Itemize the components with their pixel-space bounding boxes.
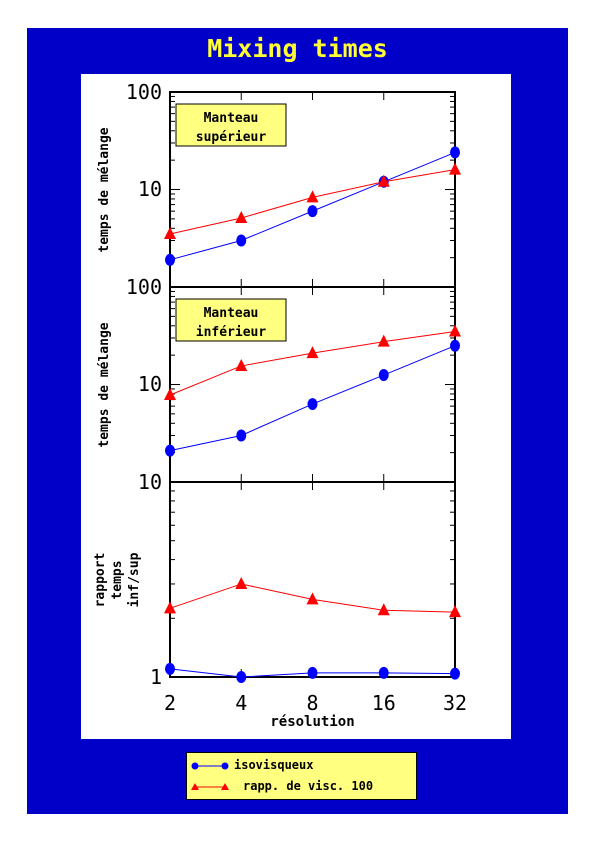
data-point-visc	[449, 605, 461, 618]
y-tick-label: 1	[150, 665, 162, 689]
data-point-visc	[377, 603, 390, 616]
annotation-top-line: supérieur	[196, 130, 267, 145]
data-point-visc	[306, 592, 319, 605]
data-point-iso	[165, 253, 175, 266]
data-point-iso	[378, 369, 389, 382]
data-point-visc	[235, 358, 248, 371]
annotation-top-line: Manteau	[204, 111, 259, 126]
y-tick-label: 10	[138, 470, 162, 494]
legend-marker-iso-end	[221, 762, 229, 770]
data-point-iso	[450, 146, 460, 159]
legend-markers	[191, 762, 229, 790]
annotation-middle-line: Manteau	[204, 306, 259, 321]
y-axis-label-bottom: rapport	[93, 553, 108, 608]
data-point-visc	[306, 346, 319, 359]
legend-label-visc: rapp. de visc. 100	[243, 779, 374, 793]
annotation-top-box	[175, 103, 287, 147]
data-point-iso	[307, 398, 318, 411]
x-tick-label: 16	[372, 691, 396, 715]
chart-title: Mixing times	[207, 34, 388, 63]
data-point-visc	[164, 601, 176, 614]
data-point-visc	[377, 174, 390, 187]
y-axis-label-middle: temps de mélange	[97, 322, 112, 447]
plot-area	[81, 74, 511, 739]
data-point-iso	[236, 429, 247, 442]
x-tick-label: 32	[443, 691, 467, 715]
legend-label-iso: isovisqueux	[234, 758, 314, 772]
data-point-visc	[449, 162, 461, 175]
x-tick-label: 2	[164, 691, 176, 715]
y-axis-label-bottom: temps	[110, 560, 125, 599]
data-point-iso	[307, 205, 318, 218]
x-tick-label: 8	[306, 691, 318, 715]
data-point-iso	[378, 666, 389, 679]
y-axis-label-top: temps de mélange	[97, 127, 112, 252]
data-point-visc	[235, 576, 248, 589]
x-axis-label: résolution	[270, 714, 354, 730]
data-point-visc	[449, 324, 461, 337]
data-point-visc	[164, 388, 176, 401]
data-point-iso	[165, 662, 175, 675]
y-tick-label: 10	[138, 177, 162, 201]
data-point-iso	[450, 667, 460, 680]
data-point-iso	[236, 234, 247, 247]
legend-marker-iso	[191, 762, 199, 770]
legend-marker-visc	[191, 783, 199, 790]
y-tick-label: 100	[126, 80, 162, 104]
annotation-middle-box	[175, 298, 287, 342]
data-point-visc	[306, 190, 319, 203]
legend-marker-visc-end	[221, 783, 229, 790]
x-tick-label: 4	[235, 691, 247, 715]
data-point-iso	[307, 666, 318, 679]
axes-frame	[169, 91, 456, 678]
data-point-visc	[377, 334, 390, 347]
legend: isovisqueux rapp. de visc. 100	[186, 752, 417, 800]
y-axis-label-bottom: inf/sup	[127, 552, 142, 607]
annotation-middle-line: inférieur	[196, 325, 267, 340]
data-point-iso	[236, 671, 247, 683]
data-point-iso	[165, 444, 175, 457]
y-tick-label: 100	[126, 275, 162, 299]
data-point-visc	[164, 226, 176, 239]
data-point-visc	[235, 211, 248, 224]
data-point-iso	[450, 339, 460, 352]
y-tick-label: 10	[138, 372, 162, 396]
